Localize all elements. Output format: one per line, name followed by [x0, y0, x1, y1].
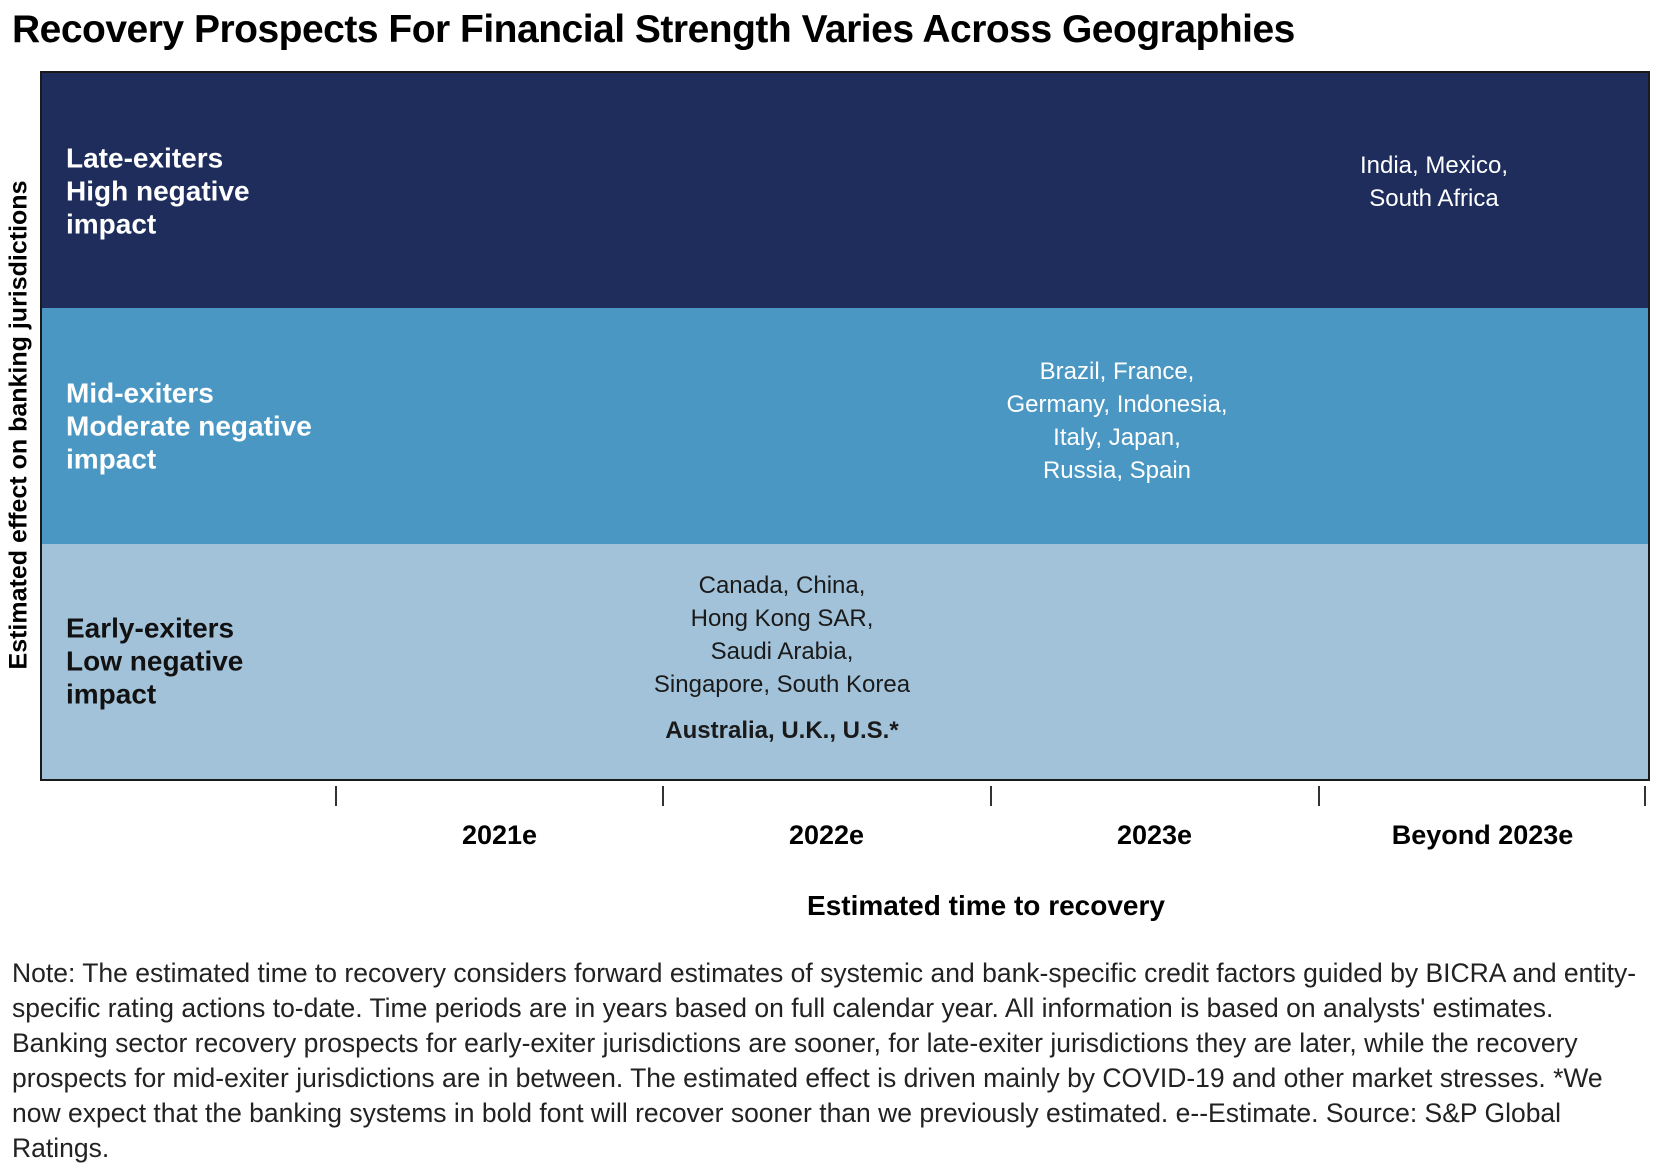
band-mid-exiters: Mid-exiters Moderate negative impact — [42, 308, 1648, 544]
band-label-mid-exiters: Mid-exiters Moderate negative impact — [66, 377, 312, 475]
x-tick — [335, 786, 337, 806]
band-early-exiters: Early-exiters Low negative impact — [42, 543, 1648, 779]
chart-title: Recovery Prospects For Financial Strengt… — [12, 8, 1295, 51]
cell-early-2022e-bold: Australia, U.K., U.S.* — [665, 717, 899, 744]
x-tick — [990, 786, 992, 806]
cell-mid-2023e: Brazil, France, Germany, Indonesia, Ital… — [1006, 358, 1228, 484]
y-axis-label: Estimated effect on banking jurisdiction… — [4, 180, 33, 670]
chart-note: Note: The estimated time to recovery con… — [12, 958, 1637, 1163]
x-tick-label-beyond-2023e: Beyond 2023e — [1391, 820, 1574, 850]
band-label-early-exiters: Early-exiters Low negative impact — [66, 612, 244, 710]
band-late-exiters: Late-exiters High negative impact — [42, 73, 1648, 309]
cell-late-beyond-2023e: India, Mexico, South Africa — [1359, 152, 1509, 212]
plot-area: Late-exiters High negative impact Mid-ex… — [40, 71, 1650, 781]
x-tick — [1318, 786, 1320, 806]
x-axis-label: Estimated time to recovery — [807, 890, 1165, 921]
y-axis: Estimated effect on banking jurisdiction… — [0, 71, 38, 779]
x-tick-label-2021e: 2021e — [461, 820, 538, 850]
x-tick — [662, 786, 664, 806]
band-label-late-exiters: Late-exiters High negative impact — [66, 142, 250, 240]
x-tick — [1644, 786, 1646, 806]
cell-early-2022e: Canada, China, Hong Kong SAR, Saudi Arab… — [653, 572, 911, 698]
x-tick-label-2022e: 2022e — [788, 820, 865, 850]
x-tick-label-2023e: 2023e — [1116, 820, 1193, 850]
x-axis-ticks — [40, 786, 1646, 806]
